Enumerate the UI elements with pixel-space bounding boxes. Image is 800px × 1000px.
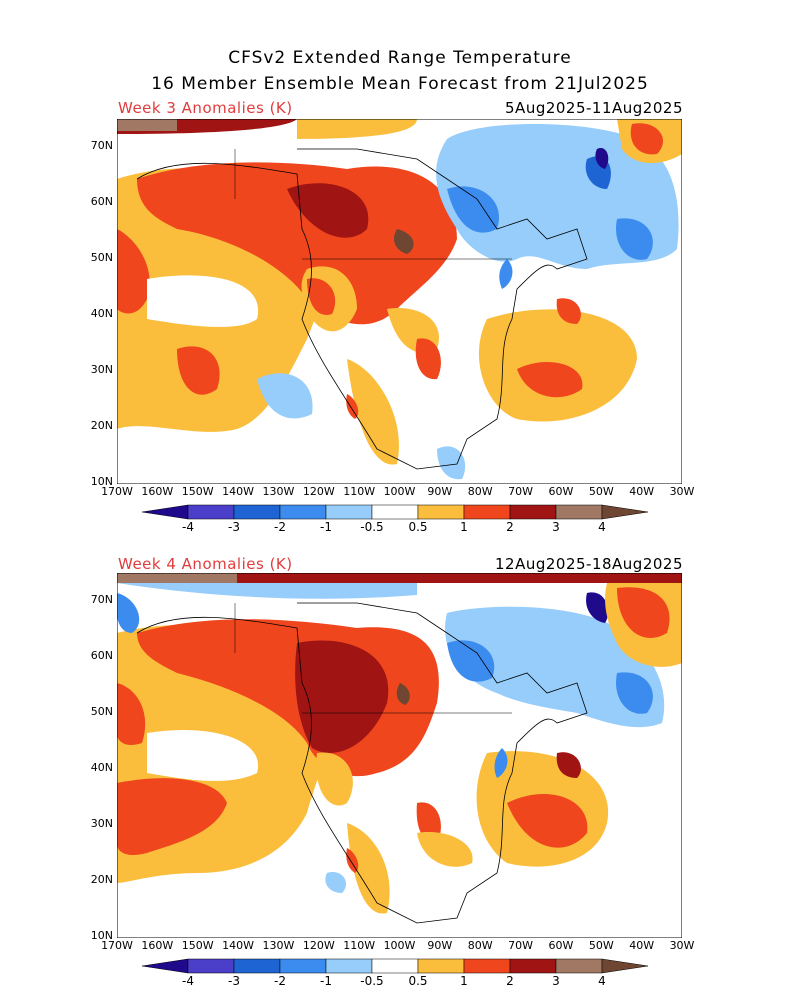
week4-lat-label: 30N [90,817,113,830]
week3-lon-label: 80W [467,485,493,498]
week3-lon-label: 110W [343,485,376,498]
week3-lon-label: 60W [548,485,574,498]
week3-colorbar-segment [555,504,603,520]
week3-colorbar-label: -1 [320,520,332,534]
week4-colorbar-segment [509,958,557,974]
week4-colorbar-label: -0.5 [360,974,384,988]
week4-lat-label: 50N [90,705,113,718]
week3-colorbar-label: 0.5 [408,520,428,534]
week3-colorbar-segment [371,504,419,520]
week3-lon-label: 70W [508,485,533,498]
week4-colorbar-label: 2 [506,974,514,988]
week3-colorbar-segment [279,504,327,520]
week4-colorbar-arrow-low [141,958,189,974]
week4-map [117,573,682,938]
week4-lon-label: 170W [101,939,133,952]
week4-label: Week 4 Anomalies (K) [118,555,293,573]
week4-dates: 12Aug2025-18Aug2025 [494,555,683,573]
week3-lon-label: 30W [669,485,695,498]
week4-lat-label: 40N [90,761,113,774]
week4-lon-label: 50W [588,939,614,952]
week4-colorbar-arrow-high [601,958,649,974]
week3-lat-label: 10N [90,475,113,488]
week3-colorbar-label: -2 [274,520,286,534]
week4-lon-label: 110W [343,939,376,952]
week4-colorbar-segment [463,958,511,974]
week4-lon-label: 60W [548,939,574,952]
week4-lon-label: 140W [222,939,254,952]
week4-colorbar-segment [417,958,465,974]
week4-colorbar-segment [371,958,419,974]
week3-colorbar-label: 4 [598,520,606,534]
week3-lat-label: 70N [90,139,113,152]
week3-colorbar-label: -3 [228,520,240,534]
week4-colorbar-segment [555,958,603,974]
week4-lon-label: 100W [383,939,416,952]
week4-lon-label: 70W [508,939,533,952]
week4-colorbar-segment [187,958,235,974]
week3-lon-label: 100W [383,485,416,498]
week3-lon-label: 120W [302,485,335,498]
week3-colorbar-label: 2 [506,520,514,534]
week4-colorbar [141,958,649,974]
week3-lat-label: 40N [90,307,113,320]
week3-colorbar-label: 1 [460,520,468,534]
week3-colorbar-label: -0.5 [360,520,384,534]
week4-lon-label: 160W [141,939,174,952]
week3-lon-label: 150W [181,485,214,498]
week3-colorbar-segment [187,504,235,520]
week3-lon-label: 40W [629,485,655,498]
week3-colorbar-segment [233,504,281,520]
week4-colorbar-label: 4 [598,974,606,988]
week3-lon-label: 90W [427,485,453,498]
week3-lon-label: 160W [141,485,174,498]
week3-colorbar-segment [325,504,373,520]
week3-colorbar-segment [509,504,557,520]
chart-title-line2: 16 Member Ensemble Mean Forecast from 21… [151,74,649,94]
week3-colorbar-label: 3 [552,520,560,534]
week4-lat-label: 10N [90,929,113,942]
chart-title-line1: CFSv2 Extended Range Temperature [228,48,572,68]
week4-colorbar-label: 0.5 [408,974,428,988]
week3-label: Week 3 Anomalies (K) [118,99,293,117]
week4-lon-label: 120W [302,939,335,952]
week3-lon-label: 140W [222,485,254,498]
week4-colorbar-label: -2 [274,974,286,988]
week4-lon-label: 80W [467,939,493,952]
week4-colorbar-label: -3 [228,974,240,988]
week3-colorbar [141,504,649,520]
week4-lat-label: 70N [90,593,113,606]
week3-lat-label: 20N [90,419,113,432]
week3-lat-label: 50N [90,251,113,264]
week3-lon-label: 170W [101,485,133,498]
week3-anomaly-field [117,119,682,484]
week4-colorbar-label: -1 [320,974,332,988]
week3-colorbar-label: -4 [182,520,194,534]
week4-colorbar-label: -4 [182,974,194,988]
week4-lon-label: 130W [262,939,295,952]
week3-colorbar-segment [463,504,511,520]
week3-colorbar-arrow-low [141,504,189,520]
week4-colorbar-label: 3 [552,974,560,988]
week3-colorbar-segment [417,504,465,520]
week4-lon-label: 150W [181,939,214,952]
week4-colorbar-segment [233,958,281,974]
week3-dates: 5Aug2025-11Aug2025 [505,99,683,117]
week3-lon-label: 130W [262,485,295,498]
week3-lon-label: 50W [588,485,614,498]
week4-lon-label: 30W [669,939,695,952]
week4-lon-label: 40W [629,939,655,952]
week3-map [117,119,682,484]
week4-colorbar-segment [279,958,327,974]
week3-colorbar-arrow-high [601,504,649,520]
week4-lat-label: 20N [90,873,113,886]
week4-anomaly-field [117,573,682,938]
week4-lat-label: 60N [90,649,113,662]
week4-lon-label: 90W [427,939,453,952]
week3-lat-label: 60N [90,195,113,208]
week3-lat-label: 30N [90,363,113,376]
week4-colorbar-segment [325,958,373,974]
week4-colorbar-label: 1 [460,974,468,988]
